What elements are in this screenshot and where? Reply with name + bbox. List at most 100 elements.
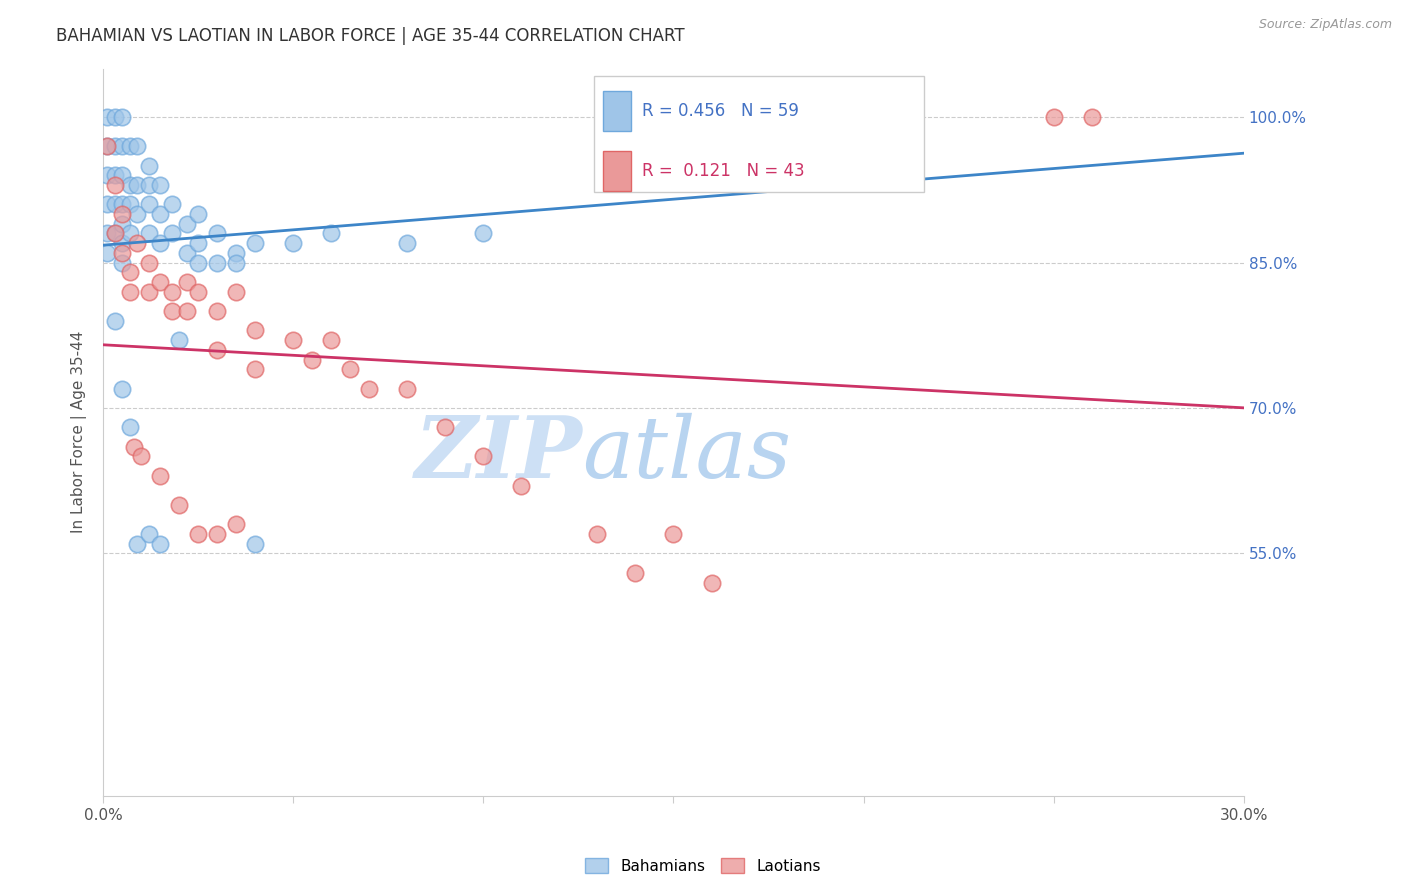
Point [111, 110, 134, 124]
Point [662, 110, 685, 124]
Point [245, 362, 267, 376]
Point [111, 168, 134, 182]
Point [104, 197, 127, 211]
Point [167, 498, 190, 512]
Point [111, 382, 134, 396]
Text: ZIP: ZIP [415, 412, 582, 496]
Point [96, 139, 118, 153]
Point [118, 285, 141, 299]
Bar [593, 76, 924, 192]
Point [118, 420, 141, 434]
Point [111, 197, 134, 211]
Point [283, 333, 305, 347]
Point [149, 207, 172, 221]
Point [104, 227, 127, 241]
Point [245, 537, 267, 551]
Point [207, 255, 229, 269]
Point [149, 275, 172, 289]
Point [207, 343, 229, 357]
Y-axis label: In Labor Force | Age 35-44: In Labor Force | Age 35-44 [72, 331, 87, 533]
Point [122, 440, 145, 454]
Point [160, 197, 183, 211]
Point [187, 255, 209, 269]
Point [510, 478, 533, 492]
Point [225, 255, 247, 269]
Point [127, 537, 149, 551]
Point [1042, 110, 1064, 124]
Point [96, 245, 118, 260]
FancyBboxPatch shape [603, 152, 631, 191]
Point [225, 285, 247, 299]
Point [138, 178, 160, 192]
Point [149, 178, 172, 192]
Point [96, 110, 118, 124]
Point [586, 527, 609, 541]
Point [434, 420, 457, 434]
Point [321, 333, 343, 347]
Point [111, 217, 134, 231]
Text: Source: ZipAtlas.com: Source: ZipAtlas.com [1258, 18, 1392, 31]
Point [187, 285, 209, 299]
Point [118, 197, 141, 211]
Point [118, 178, 141, 192]
Point [96, 168, 118, 182]
Point [187, 527, 209, 541]
Text: R = 0.456   N = 59: R = 0.456 N = 59 [641, 102, 799, 120]
Point [396, 236, 419, 251]
Point [176, 217, 198, 231]
Point [160, 227, 183, 241]
Point [118, 227, 141, 241]
Point [104, 168, 127, 182]
Point [207, 304, 229, 318]
Point [104, 314, 127, 328]
Point [176, 275, 198, 289]
Point [111, 236, 134, 251]
Point [149, 469, 172, 483]
Point [245, 323, 267, 337]
Point [321, 227, 343, 241]
Point [187, 207, 209, 221]
Point [127, 178, 149, 192]
Point [225, 245, 247, 260]
Point [1080, 110, 1102, 124]
Point [301, 352, 323, 367]
Point [176, 245, 198, 260]
Point [624, 566, 647, 580]
Point [245, 236, 267, 251]
Point [207, 527, 229, 541]
Point [472, 227, 495, 241]
Point [339, 362, 361, 376]
Point [138, 197, 160, 211]
Point [396, 382, 419, 396]
Point [104, 139, 127, 153]
Text: R =  0.121   N = 43: R = 0.121 N = 43 [641, 162, 804, 180]
Point [700, 110, 723, 124]
FancyBboxPatch shape [603, 91, 631, 131]
Point [149, 537, 172, 551]
Point [359, 382, 381, 396]
Point [96, 227, 118, 241]
Point [104, 110, 127, 124]
Point [104, 178, 127, 192]
Point [187, 236, 209, 251]
Point [96, 139, 118, 153]
Point [104, 227, 127, 241]
Point [129, 450, 152, 464]
Point [138, 285, 160, 299]
Point [283, 236, 305, 251]
Point [167, 333, 190, 347]
Point [118, 139, 141, 153]
Point [176, 304, 198, 318]
Point [700, 575, 723, 590]
Point [111, 207, 134, 221]
Point [225, 517, 247, 532]
Text: atlas: atlas [582, 413, 792, 495]
Point [138, 527, 160, 541]
Point [96, 197, 118, 211]
Point [111, 255, 134, 269]
Point [111, 139, 134, 153]
Point [127, 139, 149, 153]
Point [149, 236, 172, 251]
Point [160, 285, 183, 299]
Text: BAHAMIAN VS LAOTIAN IN LABOR FORCE | AGE 35-44 CORRELATION CHART: BAHAMIAN VS LAOTIAN IN LABOR FORCE | AGE… [56, 27, 685, 45]
